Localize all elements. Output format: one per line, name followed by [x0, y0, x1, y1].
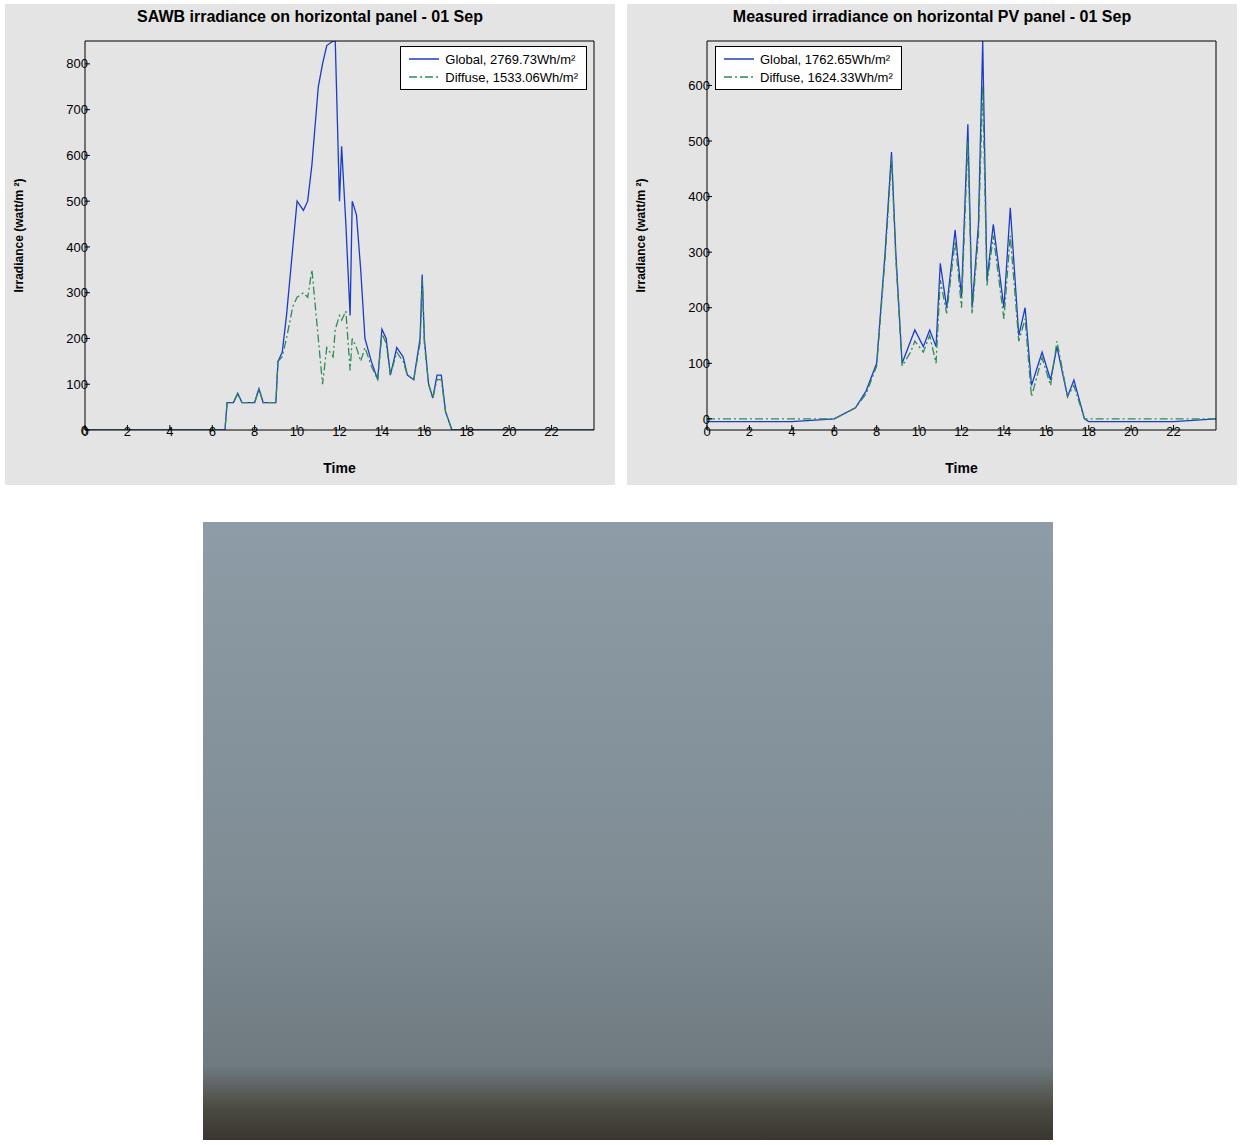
svg-text:600: 600 — [688, 78, 710, 93]
svg-text:10: 10 — [912, 424, 926, 439]
svg-text:4: 4 — [788, 424, 795, 439]
svg-text:12: 12 — [332, 424, 346, 439]
svg-text:22: 22 — [544, 424, 558, 439]
svg-text:Time: Time — [323, 460, 356, 476]
svg-text:700: 700 — [66, 102, 88, 117]
svg-text:14: 14 — [997, 424, 1011, 439]
html-text:SAWB irradiance on horizontal: SAWB irradiance on horizontal panel - 01… — [137, 8, 483, 25]
svg-text:18: 18 — [1082, 424, 1096, 439]
svg-text:0: 0 — [81, 423, 88, 438]
svg-text:4: 4 — [166, 424, 173, 439]
svg-text:8: 8 — [251, 424, 258, 439]
svg-text:Time: Time — [945, 460, 978, 476]
svg-text:2: 2 — [124, 424, 131, 439]
svg-text:500: 500 — [688, 134, 710, 149]
svg-text:300: 300 — [66, 285, 88, 300]
svg-text:0: 0 — [703, 424, 711, 440]
svg-text:16: 16 — [1039, 424, 1053, 439]
svg-text:6: 6 — [209, 424, 216, 439]
svg-text:400: 400 — [688, 189, 710, 204]
html-text:Diffuse, 1624.33Wh/m²: Diffuse, 1624.33Wh/m² — [760, 69, 893, 85]
svg-text:800: 800 — [66, 56, 88, 71]
html-text:Global, 1762.65Wh/m²: Global, 1762.65Wh/m² — [760, 51, 891, 67]
html-text:Measured irradiance on horizon: Measured irradiance on horizontal PV pan… — [732, 8, 1132, 25]
svg-text:22: 22 — [1166, 424, 1180, 439]
svg-text:8: 8 — [873, 424, 880, 439]
svg-text:20: 20 — [502, 424, 516, 439]
svg-text:10: 10 — [290, 424, 304, 439]
svg-text:18: 18 — [460, 424, 474, 439]
svg-text:100: 100 — [66, 377, 88, 392]
svg-text:2: 2 — [746, 424, 753, 439]
html-text:Global, 2769.73Wh/m²: Global, 2769.73Wh/m² — [445, 51, 576, 67]
svg-text:12: 12 — [954, 424, 968, 439]
svg-text:16: 16 — [417, 424, 431, 439]
html-text:Diffuse, 1533.06Wh/m²: Diffuse, 1533.06Wh/m² — [445, 69, 578, 85]
svg-text:14: 14 — [375, 424, 389, 439]
svg-text:600: 600 — [66, 148, 88, 163]
svg-text:500: 500 — [66, 194, 88, 209]
svg-text:100: 100 — [688, 356, 710, 371]
svg-text:Irradiance (watt/m ²): Irradiance (watt/m ²) — [12, 178, 26, 292]
svg-text:6: 6 — [831, 424, 838, 439]
svg-text:Irradiance (watt/m ²): Irradiance (watt/m ²) — [634, 178, 648, 292]
svg-text:0: 0 — [703, 412, 710, 427]
svg-text:200: 200 — [66, 331, 88, 346]
svg-text:20: 20 — [1124, 424, 1138, 439]
svg-text:300: 300 — [688, 245, 710, 260]
svg-text:200: 200 — [688, 300, 710, 315]
svg-text:400: 400 — [66, 240, 88, 255]
